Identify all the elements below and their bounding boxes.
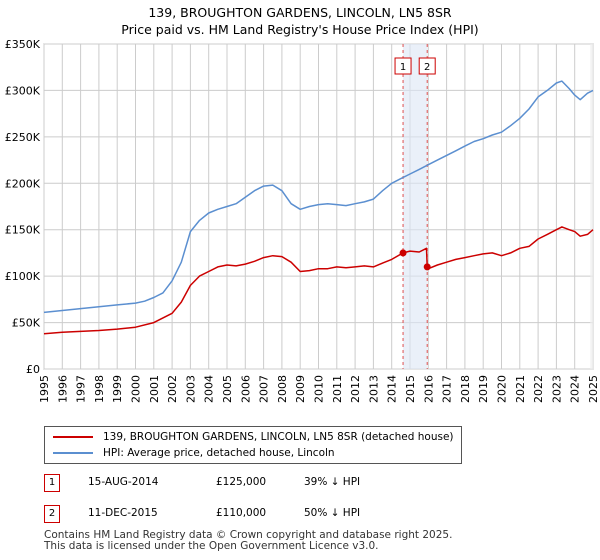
transaction-hpi-diff: 50% ↓ HPI bbox=[304, 507, 361, 519]
x-tick-label: 2018 bbox=[459, 375, 472, 403]
x-tick-label: 1999 bbox=[111, 375, 124, 403]
x-tick-label: 2024 bbox=[569, 375, 582, 403]
x-tick-label: 2004 bbox=[203, 375, 216, 403]
y-tick-label: £300K bbox=[5, 84, 41, 97]
transaction-date: 15-AUG-2014 bbox=[88, 476, 159, 488]
y-tick-label: £50K bbox=[12, 317, 41, 330]
x-tick-label: 2021 bbox=[514, 375, 527, 403]
transaction-marker-label: 2 bbox=[424, 62, 430, 73]
x-tick-label: 2005 bbox=[221, 375, 234, 403]
transaction-number-badge: 2 bbox=[44, 505, 60, 523]
chart-title: 139, BROUGHTON GARDENS, LINCOLN, LN5 8SR bbox=[148, 5, 452, 20]
transaction-point bbox=[423, 263, 431, 271]
legend-label-property: 139, BROUGHTON GARDENS, LINCOLN, LN5 8SR… bbox=[103, 431, 454, 443]
forecast-hatch bbox=[590, 44, 593, 369]
x-tick-label: 2003 bbox=[184, 375, 197, 403]
x-tick-label: 2010 bbox=[313, 375, 326, 403]
y-tick-label: £100K bbox=[5, 270, 41, 283]
legend-label-hpi: HPI: Average price, detached house, Linc… bbox=[103, 447, 335, 459]
transaction-marker-box bbox=[394, 57, 412, 75]
transaction-marker-label: 1 bbox=[400, 62, 406, 73]
x-tick-label: 2012 bbox=[349, 375, 362, 403]
x-tick-label: 2008 bbox=[276, 375, 289, 403]
legend-swatch-property bbox=[53, 436, 93, 438]
footer-license: This data is licensed under the Open Gov… bbox=[44, 540, 379, 552]
x-tick-label: 2011 bbox=[331, 375, 344, 403]
transaction-number-badge: 1 bbox=[44, 474, 60, 492]
y-tick-label: £0 bbox=[26, 363, 40, 376]
legend: 139, BROUGHTON GARDENS, LINCOLN, LN5 8SR… bbox=[44, 426, 462, 464]
transaction-marker-box bbox=[418, 57, 436, 75]
chart-subtitle: Price paid vs. HM Land Registry's House … bbox=[121, 22, 479, 37]
x-tick-label: 2025 bbox=[587, 375, 600, 403]
transaction-price: £110,000 bbox=[216, 507, 267, 519]
footer-copyright: Contains HM Land Registry data © Crown c… bbox=[44, 529, 453, 541]
y-tick-label: £350K bbox=[5, 38, 41, 51]
hpi-line bbox=[43, 80, 594, 314]
x-tick-label: 1996 bbox=[56, 375, 69, 403]
x-tick-label: 2006 bbox=[239, 375, 252, 403]
x-tick-label: 2007 bbox=[258, 375, 271, 403]
x-tick-label: 1995 bbox=[38, 375, 51, 403]
transaction-point bbox=[399, 249, 407, 257]
x-tick-label: 2019 bbox=[477, 375, 490, 403]
transaction-band bbox=[403, 44, 428, 369]
transaction-price: £125,000 bbox=[216, 476, 267, 488]
legend-swatch-hpi bbox=[53, 452, 93, 454]
y-tick-label: £250K bbox=[5, 131, 41, 144]
x-tick-label: 2000 bbox=[130, 375, 143, 403]
x-tick-label: 2017 bbox=[441, 375, 454, 403]
x-tick-label: 2002 bbox=[166, 375, 179, 403]
price-chart: £0 £50K £100K £150K £200K £250K £300K £350K 1995… bbox=[5, 38, 600, 403]
x-tick-label: 2020 bbox=[496, 375, 509, 403]
x-tick-label: 2013 bbox=[367, 375, 380, 403]
property-price-line bbox=[43, 226, 594, 335]
x-tick-label: 2009 bbox=[294, 375, 307, 403]
x-tick-label: 1998 bbox=[93, 375, 106, 403]
y-tick-label: £150K bbox=[5, 224, 41, 237]
x-tick-label: 2016 bbox=[422, 375, 435, 403]
x-tick-label: 2014 bbox=[386, 375, 399, 403]
y-tick-label: £200K bbox=[5, 177, 41, 190]
legend-item-hpi: HPI: Average price, detached house, Linc… bbox=[53, 447, 335, 459]
x-tick-label: 2023 bbox=[550, 375, 563, 403]
x-tick-label: 2015 bbox=[404, 375, 417, 403]
transaction-date: 11-DEC-2015 bbox=[88, 507, 158, 519]
x-tick-label: 2001 bbox=[148, 375, 161, 403]
footer: Contains HM Land Registry data © Crown c… bbox=[44, 530, 452, 552]
legend-item-property: 139, BROUGHTON GARDENS, LINCOLN, LN5 8SR… bbox=[53, 431, 454, 443]
transaction-hpi-diff: 39% ↓ HPI bbox=[304, 476, 361, 488]
x-tick-label: 2022 bbox=[532, 375, 545, 403]
x-tick-label: 1997 bbox=[75, 375, 88, 403]
